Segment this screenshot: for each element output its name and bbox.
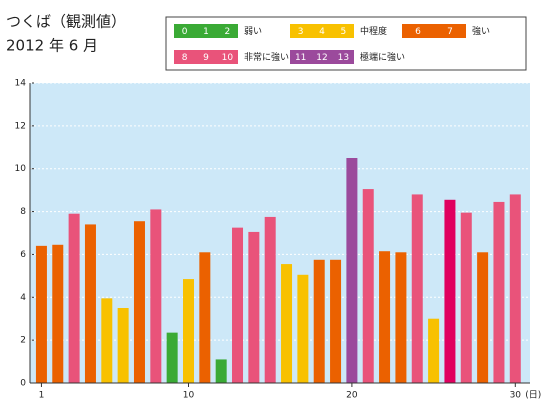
bar [166,332,178,383]
y-tick-label: 6 [20,250,26,260]
legend-swatch [174,50,238,64]
legend-level: 9 [203,53,209,63]
legend-swatch [290,24,354,38]
bar [150,209,162,383]
legend-swatch [290,50,354,64]
x-axis-label: (日) [525,390,541,401]
x-tick-label: 30 [510,391,522,401]
legend-level: 12 [316,53,327,63]
chart-title: つくば（観測値） [6,13,126,31]
bar [379,251,391,383]
bar [232,227,244,383]
bar [68,213,80,383]
bar [133,221,145,383]
legend-level: 5 [340,27,346,37]
bar [264,216,276,383]
legend-swatch [174,24,238,38]
legend-label: 極端に強い [360,51,405,63]
bar [395,252,407,383]
bar [297,274,309,383]
legend-level: 10 [222,53,234,63]
legend-label: 弱い [244,26,262,37]
legend-level: 11 [295,53,306,63]
legend-level: 4 [319,27,325,37]
bar [52,244,64,383]
bar [428,318,440,383]
bar [182,279,194,383]
x-tick-label: 20 [346,391,358,401]
bar [199,252,211,383]
legend-label: 非常に強い [244,51,289,63]
y-tick-label: 14 [15,79,27,89]
bar [346,158,358,383]
bar [35,245,47,383]
legend-level: 0 [182,27,188,37]
bar [509,194,521,383]
bar [411,194,423,383]
legend-level: 13 [338,53,349,63]
bar [362,189,374,383]
legend-level: 7 [447,27,453,37]
legend-label: 中程度 [360,25,387,37]
bar [493,201,505,383]
legend-level: 2 [224,27,230,37]
y-tick-label: 12 [15,121,26,131]
bar [460,212,472,383]
legend-level: 8 [182,53,188,63]
legend-label: 強い [472,25,490,37]
bar [84,224,96,383]
bar [281,264,293,383]
bar [330,259,342,383]
bar [313,259,325,383]
bar [101,298,113,383]
bar [477,252,489,383]
x-tick-label: 10 [183,391,195,401]
y-tick-label: 2 [20,336,26,346]
bar [248,231,260,383]
legend-level: 1 [203,27,209,37]
bar [117,308,129,383]
bar [444,199,456,383]
legend-level: 6 [415,27,421,37]
legend-level: 3 [298,27,304,37]
y-tick-label: 4 [20,293,26,303]
x-tick-label: 1 [39,391,45,401]
y-tick-label: 8 [20,207,26,217]
bar [215,359,227,383]
chart-subtitle: 2012 年 6 月 [6,37,98,55]
legend-swatch [402,24,466,38]
y-tick-label: 10 [15,164,27,174]
y-tick-label: 0 [20,379,26,389]
